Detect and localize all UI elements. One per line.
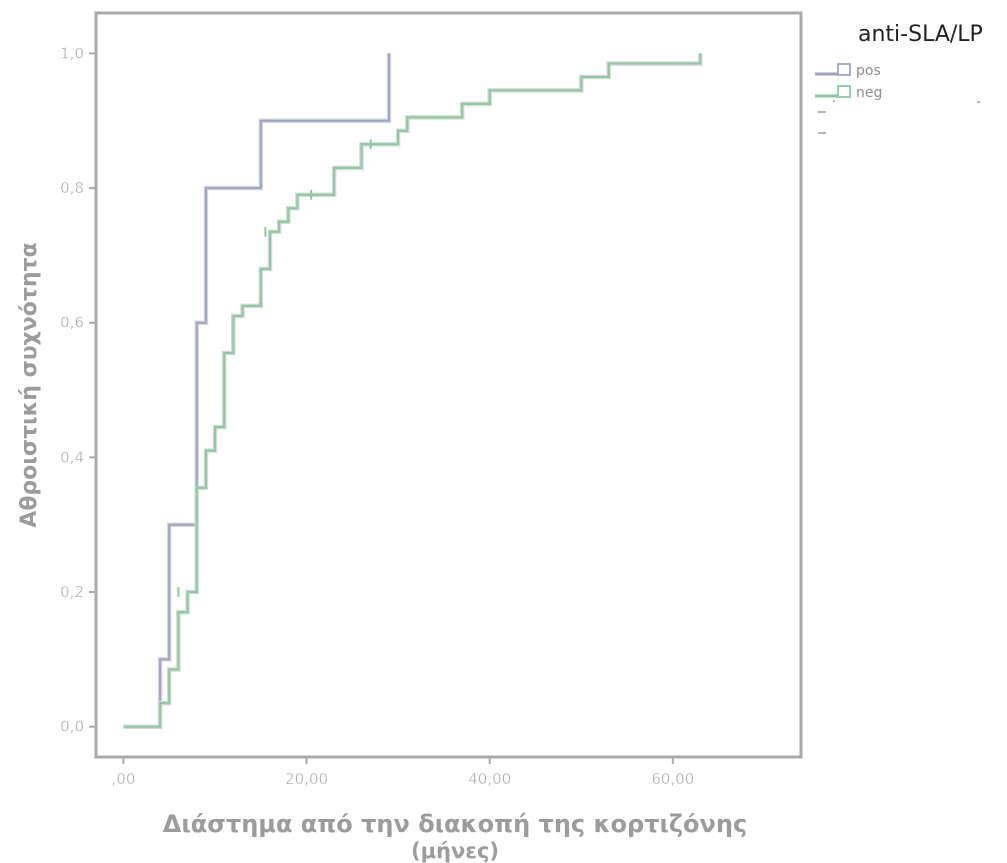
x-tick-label: 60,00 <box>651 770 694 788</box>
y-tick-label: 0,6 <box>60 314 84 332</box>
legend-title: anti-SLA/LP <box>858 22 983 47</box>
series-line-pos <box>123 53 390 728</box>
x-tick-label: 20,00 <box>285 770 328 788</box>
legend-marker-neg <box>837 85 851 98</box>
y-tick-label: 0,8 <box>60 179 84 197</box>
x-axis-unit: (μήνες) <box>411 839 499 863</box>
legend-label-pos: pos <box>856 63 881 79</box>
legend: pos neg <box>815 63 882 101</box>
y-axis: 0,0 0,2 0,4 0,6 0,8 1,0 <box>60 44 96 736</box>
series-line-neg <box>123 53 702 728</box>
x-axis-title: Διάστημα από την διακοπή της κορτιζόνης <box>163 810 747 838</box>
legend-label-neg: neg <box>856 85 882 101</box>
y-tick-label: 1,0 <box>60 44 84 62</box>
y-axis-title: Αθροιστική συχνότητα <box>17 242 42 527</box>
y-tick-label: 0,0 <box>60 718 84 736</box>
y-tick-label: 0,4 <box>60 448 84 466</box>
series-layer <box>123 53 703 729</box>
x-tick-label: ,00 <box>112 770 136 788</box>
x-tick-label: 40,00 <box>468 770 511 788</box>
plot-frame <box>94 11 803 759</box>
legend-marker-pos <box>837 63 851 76</box>
legend-extra-marks <box>818 100 980 134</box>
x-axis: ,00 20,00 40,00 60,00 <box>111 757 694 788</box>
y-tick-label: 0,2 <box>60 583 84 601</box>
